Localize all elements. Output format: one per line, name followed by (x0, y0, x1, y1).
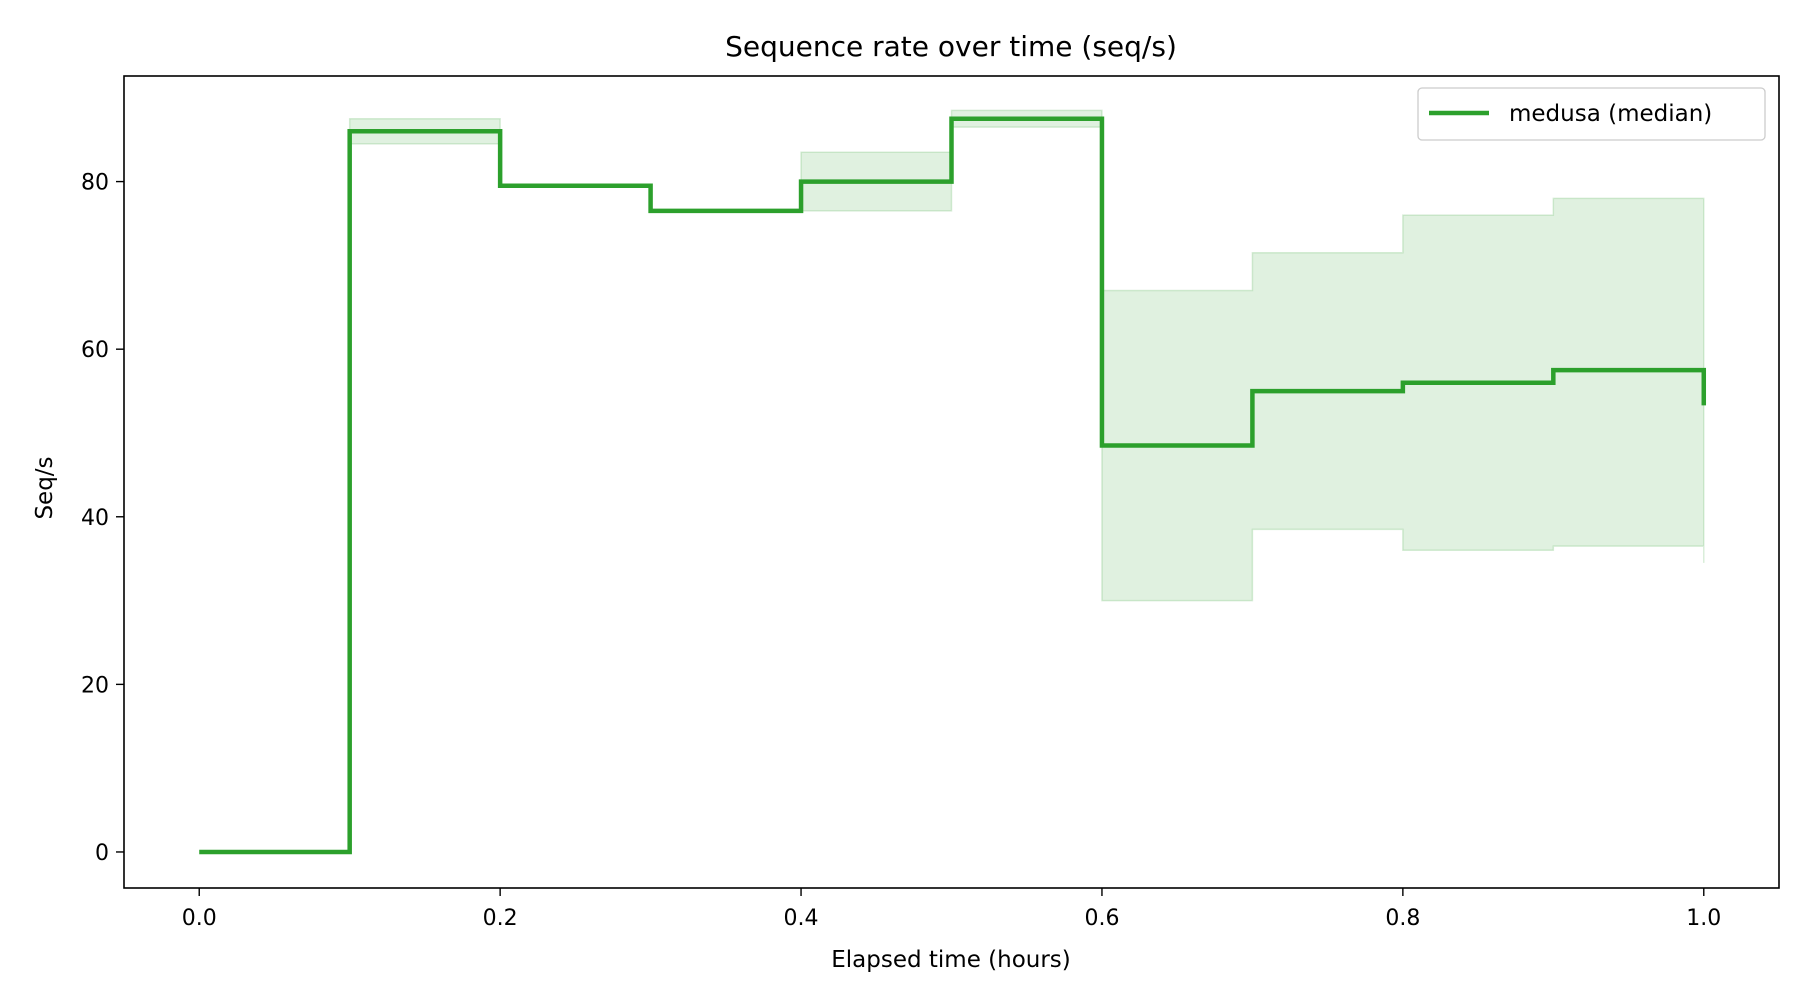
legend-box (1417, 87, 1766, 141)
x-tick-label: 0.6 (1084, 906, 1119, 931)
x-tick-label: 1.0 (1686, 906, 1721, 931)
series-line-0 (199, 116, 1707, 855)
x-tick-label: 0.4 (784, 906, 819, 931)
y-tick-label: 0 (95, 841, 109, 866)
x-axis-label: Elapsed time (hours) (831, 947, 1071, 973)
plot-frame (123, 75, 1780, 889)
y-tick-label: 40 (81, 506, 109, 531)
series-line-layer (199, 116, 1707, 855)
x-axis-ticks: 0.0 0.2 0.4 0.6 0.8 1.0 (182, 888, 1721, 931)
y-axis-ticks: 0 20 40 60 80 (81, 171, 124, 866)
y-tick-label: 80 (81, 171, 109, 196)
legend-label: medusa (median) (1509, 101, 1712, 127)
y-tick-label: 60 (81, 338, 109, 363)
legend: medusa (median) (1417, 87, 1766, 141)
x-tick-label: 0.0 (182, 906, 217, 931)
chart-title: Sequence rate over time (seq/s) (725, 30, 1177, 63)
x-tick-label: 0.2 (483, 906, 518, 931)
x-tick-label: 0.8 (1385, 906, 1420, 931)
y-axis-label: Seq/s (32, 456, 58, 519)
y-tick-label: 20 (81, 673, 109, 698)
